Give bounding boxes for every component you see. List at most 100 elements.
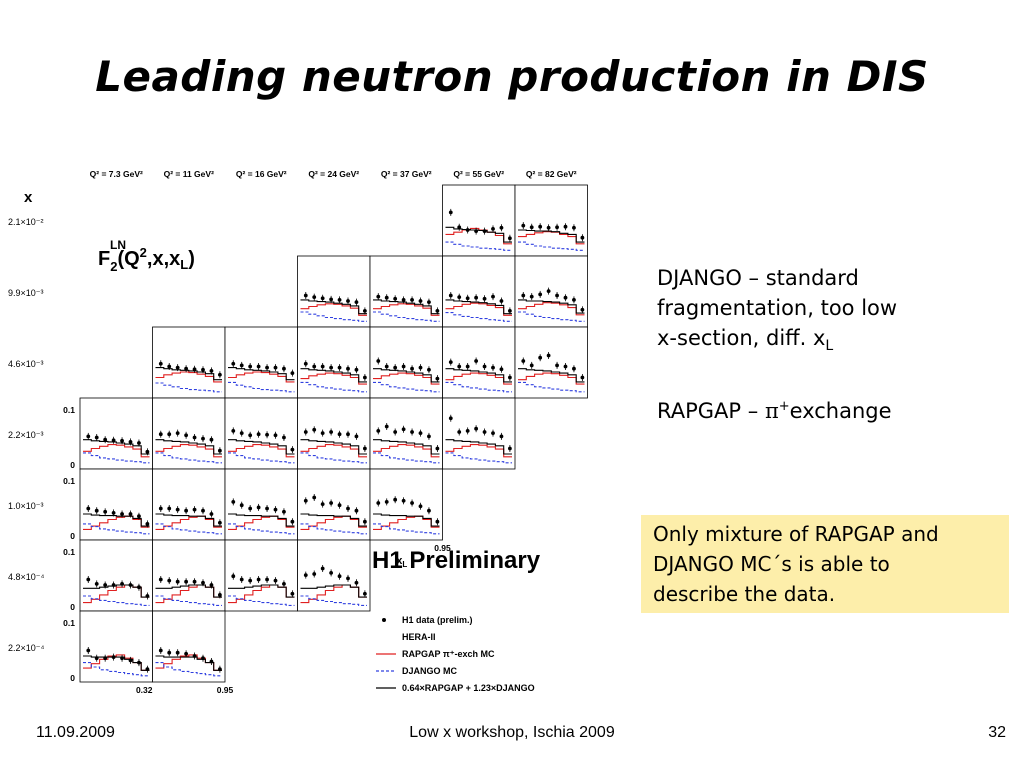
data-point [337,298,342,302]
data-point [320,364,325,369]
data-point [217,448,222,453]
data-point [354,367,359,372]
data-point [137,660,141,665]
legend-label: 0.64×RAPGAP + 1.23×DJANGO [402,683,535,693]
data-point [312,427,317,432]
panel-frame [442,255,516,328]
data-point [184,579,189,584]
data-point [217,667,222,672]
data-point [282,366,286,371]
panel-5-0: 0.10 [63,539,153,612]
data-point [491,365,495,370]
panel-5-3 [297,539,371,612]
data-point [572,298,576,302]
y-tick-label: 0 [70,531,75,541]
data-point [491,294,495,299]
x-row-label: 4.6×10⁻³ [8,359,44,369]
panel-6-0: 0.10 [63,610,153,683]
data-point [410,366,414,371]
data-point [418,299,423,303]
rapgap-pi-symbol: π [764,399,779,423]
x-axis-label: xL [179,697,190,700]
combined-mc-line [373,368,440,383]
combined-mc-line [300,299,367,315]
combined-mc-line [228,584,295,598]
combined-mc-line [155,367,222,381]
y-tick-label: 0.1 [63,618,75,628]
data-point [175,579,180,584]
data-point [474,295,479,300]
data-point [529,225,534,230]
data-point [282,582,286,586]
data-point [167,506,172,511]
data-point [86,434,91,439]
data-point [538,224,543,229]
rapgap-mc-line [518,302,585,316]
django-mc-line [445,381,512,393]
panel-title-f2ln: F2(Q2,x,xL) [98,245,195,274]
panel-frame [79,397,153,470]
data-point [410,430,414,434]
panel-frame [442,184,516,257]
legend-item-rapgap: RAPGAP π⁺-exch MC [376,649,495,659]
data-point [572,225,576,230]
data-point [192,507,197,512]
data-point [546,289,551,293]
data-point [103,509,108,514]
panel-3-0: 0.10 [63,397,153,470]
conclusion-box: Only mixture of RAPGAP and DJANGO MC´s i… [641,515,1009,613]
django-mc-line [300,523,367,535]
panel-1-3 [297,255,371,328]
panel-2-6 [514,326,588,399]
data-point [329,501,334,505]
data-point [384,295,389,300]
data-point [94,435,99,440]
legend-label: DJANGO MC [402,666,458,676]
data-point [167,650,172,655]
footer-page-number: 32 [988,724,1006,741]
combined-mc-line [83,439,150,455]
django-mc-line [445,241,512,251]
q2-column-header: Q² = 11 GeV² [164,169,214,179]
panel-1-4 [369,255,443,328]
data-point [499,434,504,439]
data-point [192,654,197,658]
data-point [521,223,526,228]
django-mc-line [228,452,295,464]
panel-frame [297,255,371,328]
django-mc-line [83,523,150,535]
django-mc-line [300,595,367,606]
data-point [158,432,163,437]
footer-date: 11.09.2009 [36,724,115,741]
legend-item-hera: HERA-II [402,632,436,642]
combined-mc-line [228,513,295,527]
data-point [111,583,116,587]
y-tick-label: 0 [70,460,75,470]
data-point [482,364,487,369]
data-point [529,363,534,368]
data-point [448,360,453,364]
panel-frame [152,397,226,470]
data-point [337,503,342,508]
rapgap-mc-line [228,444,295,458]
data-point [265,577,269,582]
data-point [256,505,261,510]
data-point [158,361,163,366]
data-point [303,293,308,298]
data-point [354,580,359,585]
data-point [158,648,163,653]
data-point [145,594,150,598]
footer-conference: Low x workshop, Ischia 2009 [409,724,615,741]
data-point [167,364,172,369]
data-point [457,430,462,434]
data-point [120,582,124,586]
combined-mc-line [445,368,512,383]
data-point [184,366,189,371]
django-mc-line [155,382,222,393]
x-row-label: 9.9×10⁻³ [8,288,44,298]
panel-frame [442,326,516,399]
data-point [329,571,334,575]
data-point [435,519,440,524]
data-point [546,225,551,230]
y-tick-label: 0 [70,602,75,612]
